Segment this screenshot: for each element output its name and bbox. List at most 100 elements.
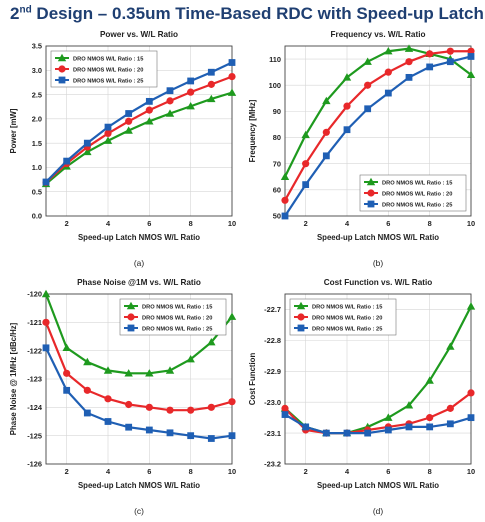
series-line bbox=[45, 347, 233, 440]
data-point bbox=[187, 88, 195, 96]
series-square bbox=[42, 344, 236, 442]
legend-marker bbox=[127, 324, 135, 332]
frequency-chart-panel: Frequency vs. W/L Ratio 50 60 70 80 90 100 110 2… bbox=[245, 24, 481, 274]
y-tick-label: -22.8 bbox=[264, 336, 281, 345]
data-point bbox=[165, 109, 175, 117]
data-point bbox=[322, 128, 330, 136]
y-tick-label: -126 bbox=[27, 460, 42, 469]
legend: DRO NMOS W/L Ratio : 15 DRO NMOS W/L Rati… bbox=[359, 174, 467, 212]
data-point bbox=[466, 70, 476, 78]
data-point bbox=[166, 429, 174, 437]
x-tick-label: 2 bbox=[304, 467, 308, 476]
data-point bbox=[125, 110, 133, 117]
y-tick-label: 2.5 bbox=[32, 90, 42, 99]
data-point bbox=[384, 68, 392, 76]
series-line bbox=[45, 61, 233, 183]
data-point bbox=[187, 432, 195, 440]
x-tick-label: 2 bbox=[65, 219, 69, 228]
y-tick-label: 1.5 bbox=[32, 139, 42, 148]
series-triangle bbox=[280, 44, 476, 180]
data-point bbox=[446, 47, 454, 55]
x-tick-label: 2 bbox=[304, 219, 308, 228]
y-tick-label: 90 bbox=[273, 107, 281, 116]
x-axis-label: Speed-up Latch NMOS W/L Ratio bbox=[317, 233, 439, 242]
y-tick-label: -124 bbox=[27, 403, 43, 412]
data-point bbox=[166, 87, 174, 95]
data-point bbox=[145, 369, 154, 377]
legend-label: DRO NMOS W/L Ratio : 15 bbox=[312, 304, 382, 310]
y-tick-label: 0.0 bbox=[32, 212, 42, 221]
legend-label: DRO NMOS W/L Ratio : 15 bbox=[73, 56, 143, 62]
series-square bbox=[42, 59, 236, 186]
data-point bbox=[446, 342, 455, 350]
data-point bbox=[426, 50, 434, 58]
legend-label: DRO NMOS W/L Ratio : 25 bbox=[142, 326, 212, 332]
data-point bbox=[166, 97, 174, 105]
data-point bbox=[467, 414, 475, 422]
legend-marker bbox=[58, 65, 66, 73]
legend-marker bbox=[127, 313, 135, 321]
x-axis-label: Speed-up Latch NMOS W/L Ratio bbox=[317, 481, 439, 490]
data-point bbox=[42, 344, 50, 352]
data-point bbox=[280, 172, 290, 180]
y-tick-label: -123 bbox=[27, 375, 42, 384]
data-point bbox=[466, 302, 476, 310]
data-point bbox=[404, 401, 414, 409]
data-point bbox=[63, 369, 71, 377]
data-point bbox=[384, 413, 393, 421]
y-tick-label: -120 bbox=[27, 290, 42, 299]
x-tick-label: 8 bbox=[189, 219, 193, 228]
x-tick-label: 8 bbox=[189, 467, 193, 476]
data-point bbox=[63, 157, 71, 165]
plot-frame bbox=[45, 45, 233, 217]
data-point bbox=[384, 89, 392, 97]
data-point bbox=[104, 418, 112, 425]
data-point bbox=[207, 68, 215, 76]
legend-label: DRO NMOS W/L Ratio : 20 bbox=[73, 67, 143, 73]
x-tick-label: 4 bbox=[106, 467, 111, 476]
y-tick-label: 0.5 bbox=[32, 187, 42, 196]
data-point bbox=[104, 129, 112, 138]
legend-label: DRO NMOS W/L Ratio : 25 bbox=[382, 202, 452, 208]
data-point bbox=[83, 409, 91, 417]
data-point bbox=[446, 404, 454, 412]
y-tick-label: 110 bbox=[269, 55, 281, 64]
x-tick-label: 8 bbox=[428, 219, 432, 228]
legend-marker bbox=[57, 53, 67, 62]
y-axis-label: Power [mW] bbox=[9, 108, 18, 153]
data-point bbox=[125, 423, 133, 431]
data-point bbox=[125, 400, 133, 409]
chart-title: Cost Function vs. W/L Ratio bbox=[324, 278, 433, 287]
data-point bbox=[384, 426, 392, 434]
data-point bbox=[342, 73, 352, 81]
legend-marker bbox=[366, 177, 376, 186]
data-point bbox=[322, 429, 330, 437]
data-point bbox=[343, 102, 351, 110]
x-tick-label: 10 bbox=[228, 219, 236, 228]
data-point bbox=[63, 386, 71, 394]
x-tick-label: 6 bbox=[386, 467, 390, 476]
data-point bbox=[281, 404, 289, 412]
y-tick-label: 50 bbox=[273, 212, 281, 221]
data-point bbox=[364, 105, 372, 113]
x-tick-label: 4 bbox=[106, 219, 111, 228]
data-point bbox=[62, 343, 71, 352]
cost-function-chart: Cost Function vs. W/L Ratio -23.2 -23.1 -23… bbox=[248, 278, 476, 516]
y-tick-label: 1.0 bbox=[32, 163, 42, 172]
legend-label: DRO NMOS W/L Ratio : 20 bbox=[382, 191, 452, 197]
frequency-chart: Frequency vs. W/L Ratio 50 60 70 80 90 100 110 2… bbox=[248, 30, 476, 268]
data-point bbox=[165, 366, 175, 374]
series-circle bbox=[281, 47, 475, 204]
legend-marker bbox=[297, 313, 305, 321]
legend-label: DRO NMOS W/L Ratio : 15 bbox=[142, 304, 212, 310]
data-point bbox=[281, 411, 289, 418]
data-point bbox=[207, 94, 216, 103]
data-point bbox=[83, 357, 92, 366]
power-chart-panel: Power vs. W/L Ratio 0.0 0.5 1.0 1.5 2.0 2.5 3.0… bbox=[6, 24, 242, 274]
data-point bbox=[187, 77, 195, 85]
y-tick-label: 60 bbox=[273, 186, 281, 195]
legend: DRO NMOS W/L Ratio : 15 DRO NMOS W/L Rati… bbox=[289, 298, 397, 336]
series-line bbox=[284, 392, 472, 435]
x-axis-label: Speed-up Latch NMOS W/L Ratio bbox=[78, 481, 200, 490]
data-point bbox=[145, 106, 153, 114]
